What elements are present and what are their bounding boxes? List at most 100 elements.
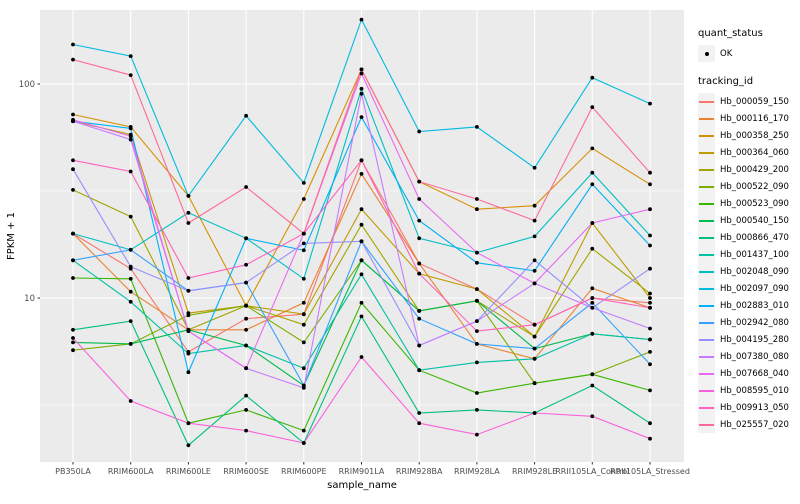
data-point[interactable] <box>301 428 306 433</box>
legend-item-Hb_000429_200[interactable]: Hb_000429_200 <box>698 161 798 178</box>
data-point[interactable] <box>128 276 133 281</box>
data-point[interactable] <box>532 234 537 239</box>
data-point[interactable] <box>648 291 652 296</box>
data-point[interactable] <box>128 54 133 58</box>
data-point[interactable] <box>417 368 422 373</box>
data-point[interactable] <box>590 414 595 419</box>
data-point[interactable] <box>532 381 537 386</box>
data-point[interactable] <box>359 258 364 263</box>
data-point[interactable] <box>648 305 652 310</box>
data-point[interactable] <box>648 350 652 354</box>
legend-item-Hb_000364_060[interactable]: Hb_000364_060 <box>698 144 798 161</box>
data-point[interactable] <box>532 203 537 208</box>
data-point[interactable] <box>475 298 479 303</box>
data-point[interactable] <box>590 300 595 305</box>
data-point[interactable] <box>475 260 479 265</box>
legend-item-Hb_000059_150[interactable]: Hb_000059_150 <box>698 93 798 110</box>
data-point[interactable] <box>590 296 595 300</box>
data-point[interactable] <box>186 443 191 448</box>
data-point[interactable] <box>648 207 652 212</box>
data-point[interactable] <box>71 276 75 280</box>
data-point[interactable] <box>532 268 537 273</box>
data-point[interactable] <box>359 355 364 359</box>
data-point[interactable] <box>532 165 537 170</box>
data-point[interactable] <box>359 222 364 227</box>
data-point[interactable] <box>590 246 595 251</box>
data-point[interactable] <box>359 207 364 212</box>
data-point[interactable] <box>417 309 422 313</box>
data-point[interactable] <box>475 432 479 437</box>
data-point[interactable] <box>417 218 422 223</box>
data-point[interactable] <box>128 264 133 269</box>
data-point[interactable] <box>301 366 306 371</box>
legend-item-Hb_001437_100[interactable]: Hb_001437_100 <box>698 246 798 263</box>
data-point[interactable] <box>186 194 191 198</box>
data-point[interactable] <box>71 327 75 332</box>
data-point[interactable] <box>186 221 191 225</box>
data-point[interactable] <box>417 343 422 348</box>
data-point[interactable] <box>359 272 364 277</box>
legend-item-Hb_000540_150[interactable]: Hb_000540_150 <box>698 212 798 229</box>
data-point[interactable] <box>648 326 652 331</box>
data-point[interactable] <box>301 300 306 305</box>
data-point[interactable] <box>71 57 75 62</box>
data-point[interactable] <box>244 343 249 348</box>
legend-item-Hb_007380_080[interactable]: Hb_007380_080 <box>698 348 798 365</box>
data-point[interactable] <box>532 411 537 415</box>
data-point[interactable] <box>244 113 249 118</box>
data-point[interactable] <box>128 169 133 174</box>
data-point[interactable] <box>128 399 133 403</box>
data-point[interactable] <box>301 181 306 185</box>
legend-item-Hb_002048_090[interactable]: Hb_002048_090 <box>698 263 798 280</box>
data-point[interactable] <box>244 303 249 308</box>
data-point[interactable] <box>301 241 306 246</box>
data-point[interactable] <box>301 441 306 445</box>
data-point[interactable] <box>301 197 306 201</box>
legend-item-Hb_009913_050[interactable]: Hb_009913_050 <box>698 399 798 416</box>
data-point[interactable] <box>359 86 364 91</box>
data-point[interactable] <box>71 231 75 236</box>
data-point[interactable] <box>71 336 75 340</box>
data-point[interactable] <box>71 112 75 117</box>
legend-item-Hb_002097_090[interactable]: Hb_002097_090 <box>698 280 798 297</box>
data-point[interactable] <box>590 146 595 151</box>
data-point[interactable] <box>590 75 595 80</box>
data-point[interactable] <box>648 243 652 248</box>
legend-item-Hb_000358_250[interactable]: Hb_000358_250 <box>698 127 798 144</box>
legend-item-Hb_000523_090[interactable]: Hb_000523_090 <box>698 195 798 212</box>
data-point[interactable] <box>301 322 306 327</box>
data-point[interactable] <box>417 316 422 321</box>
data-point[interactable] <box>648 436 652 441</box>
data-point[interactable] <box>359 17 364 22</box>
data-point[interactable] <box>590 286 595 291</box>
data-point[interactable] <box>128 299 133 304</box>
data-point[interactable] <box>71 158 75 163</box>
legend-item-Hb_000866_470[interactable]: Hb_000866_470 <box>698 229 798 246</box>
data-point[interactable] <box>532 218 537 223</box>
data-point[interactable] <box>475 319 479 323</box>
data-point[interactable] <box>475 250 479 255</box>
legend-item-ok[interactable]: OK <box>698 45 798 62</box>
data-point[interactable] <box>301 276 306 281</box>
data-point[interactable] <box>590 305 595 310</box>
legend-item-Hb_000116_170[interactable]: Hb_000116_170 <box>698 110 798 127</box>
data-point[interactable] <box>186 370 191 375</box>
legend-item-Hb_004195_280[interactable]: Hb_004195_280 <box>698 331 798 348</box>
data-point[interactable] <box>71 348 75 353</box>
data-point[interactable] <box>590 170 595 175</box>
data-point[interactable] <box>244 316 249 321</box>
data-point[interactable] <box>128 247 133 252</box>
data-point[interactable] <box>359 71 364 76</box>
data-point[interactable] <box>590 372 595 377</box>
data-point[interactable] <box>359 67 364 72</box>
data-point[interactable] <box>417 129 422 134</box>
data-point[interactable] <box>244 236 249 241</box>
legend-item-Hb_000522_090[interactable]: Hb_000522_090 <box>698 178 798 195</box>
data-point[interactable] <box>71 167 75 172</box>
data-point[interactable] <box>475 287 479 291</box>
legend-item-Hb_002883_010[interactable]: Hb_002883_010 <box>698 297 798 314</box>
data-point[interactable] <box>532 322 537 327</box>
data-point[interactable] <box>128 342 133 346</box>
data-point[interactable] <box>244 428 249 433</box>
data-point[interactable] <box>590 331 595 336</box>
